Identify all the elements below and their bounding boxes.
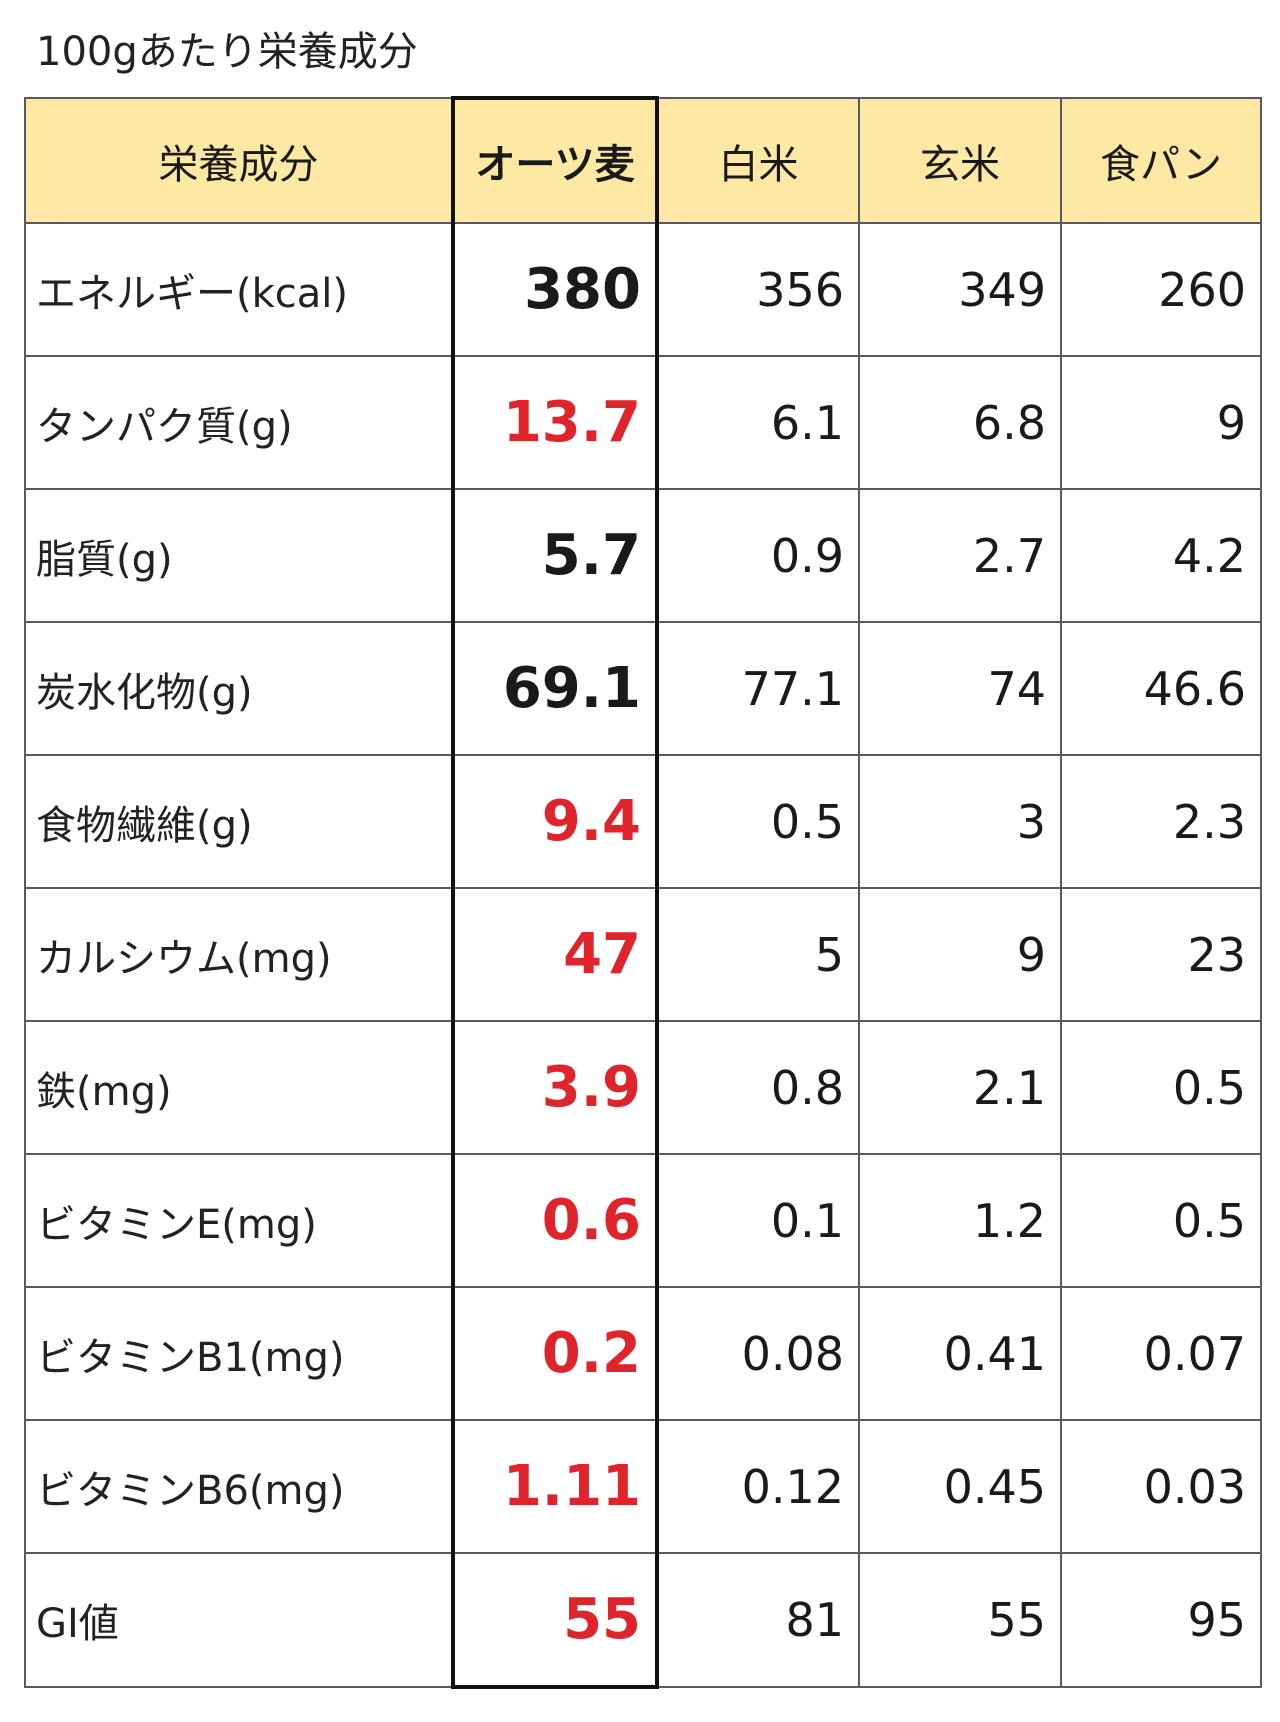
cell-brown-rice: 1.2	[858, 1153, 1062, 1288]
cell-white-rice: 0.5	[656, 754, 860, 889]
header-row: 栄養成分 オーツ麦 白米 玄米 食パン	[24, 96, 1262, 224]
cell-white-rice: 77.1	[656, 621, 860, 756]
cell-brown-rice: 0.45	[858, 1419, 1062, 1554]
cell-bread: 4.2	[1060, 488, 1262, 623]
table-caption: 100gあたり栄養成分	[36, 29, 418, 75]
cell-oats: 0.6	[451, 1153, 659, 1288]
cell-bread: 9	[1060, 355, 1262, 490]
table-row: カルシウム(mg) 47 5 9 23	[24, 887, 1262, 1022]
cell-oats: 1.11	[451, 1419, 659, 1554]
table-row: 炭水化物(g) 69.1 77.1 74 46.6	[24, 621, 1262, 756]
table-row: ビタミンB6(mg) 1.11 0.12 0.45 0.03	[24, 1419, 1262, 1554]
column-header-nutrient: 栄養成分	[24, 97, 454, 224]
cell-oats: 55	[451, 1552, 659, 1689]
cell-brown-rice: 2.1	[858, 1020, 1062, 1155]
row-label: ビタミンE(mg)	[24, 1153, 454, 1288]
table-row: 脂質(g) 5.7 0.9 2.7 4.2	[24, 488, 1262, 623]
cell-white-rice: 0.12	[656, 1419, 860, 1554]
cell-white-rice: 0.1	[656, 1153, 860, 1288]
table-row: ビタミンB1(mg) 0.2 0.08 0.41 0.07	[24, 1286, 1262, 1421]
cell-bread: 0.07	[1060, 1286, 1262, 1421]
cell-bread: 95	[1060, 1552, 1262, 1688]
cell-white-rice: 81	[656, 1552, 860, 1688]
cell-brown-rice: 6.8	[858, 355, 1062, 490]
cell-brown-rice: 9	[858, 887, 1062, 1022]
cell-white-rice: 356	[656, 222, 860, 357]
row-label: カルシウム(mg)	[24, 887, 454, 1022]
table-row: GI値 55 81 55 95	[24, 1552, 1262, 1689]
column-header-white-rice: 白米	[656, 97, 860, 224]
cell-white-rice: 0.9	[656, 488, 860, 623]
cell-brown-rice: 2.7	[858, 488, 1062, 623]
row-label: エネルギー(kcal)	[24, 222, 454, 357]
table-row: エネルギー(kcal) 380 356 349 260	[24, 222, 1262, 357]
row-label: ビタミンB1(mg)	[24, 1286, 454, 1421]
cell-oats: 13.7	[451, 355, 659, 490]
column-header-oats: オーツ麦	[451, 96, 659, 224]
cell-oats: 380	[451, 222, 659, 357]
cell-oats: 3.9	[451, 1020, 659, 1155]
cell-brown-rice: 349	[858, 222, 1062, 357]
cell-oats: 5.7	[451, 488, 659, 623]
table-row: 食物繊維(g) 9.4 0.5 3 2.3	[24, 754, 1262, 889]
cell-bread: 2.3	[1060, 754, 1262, 889]
table-row: ビタミンE(mg) 0.6 0.1 1.2 0.5	[24, 1153, 1262, 1288]
table-body: エネルギー(kcal) 380 356 349 260 タンパク質(g) 13.7 6.1 6.…	[24, 222, 1262, 1689]
cell-white-rice: 5	[656, 887, 860, 1022]
cell-brown-rice: 74	[858, 621, 1062, 756]
cell-brown-rice: 0.41	[858, 1286, 1062, 1421]
row-label: 炭水化物(g)	[24, 621, 454, 756]
cell-white-rice: 0.08	[656, 1286, 860, 1421]
cell-bread: 23	[1060, 887, 1262, 1022]
cell-bread: 260	[1060, 222, 1262, 357]
cell-bread: 0.03	[1060, 1419, 1262, 1554]
row-label: 脂質(g)	[24, 488, 454, 623]
cell-bread: 0.5	[1060, 1020, 1262, 1155]
cell-bread: 46.6	[1060, 621, 1262, 756]
table-row: タンパク質(g) 13.7 6.1 6.8 9	[24, 355, 1262, 490]
cell-brown-rice: 3	[858, 754, 1062, 889]
row-label: タンパク質(g)	[24, 355, 454, 490]
cell-oats: 69.1	[451, 621, 659, 756]
cell-white-rice: 6.1	[656, 355, 860, 490]
cell-white-rice: 0.8	[656, 1020, 860, 1155]
nutrition-table: 栄養成分 オーツ麦 白米 玄米 食パン エネルギー(kcal) 380 356 349…	[24, 96, 1262, 1689]
column-header-brown-rice: 玄米	[858, 97, 1062, 224]
cell-oats: 47	[451, 887, 659, 1022]
cell-oats: 0.2	[451, 1286, 659, 1421]
cell-brown-rice: 55	[858, 1552, 1062, 1688]
cell-oats: 9.4	[451, 754, 659, 889]
row-label: 食物繊維(g)	[24, 754, 454, 889]
table-row: 鉄(mg) 3.9 0.8 2.1 0.5	[24, 1020, 1262, 1155]
column-header-bread: 食パン	[1060, 97, 1262, 224]
row-label: GI値	[24, 1552, 454, 1688]
row-label: 鉄(mg)	[24, 1020, 454, 1155]
cell-bread: 0.5	[1060, 1153, 1262, 1288]
row-label: ビタミンB6(mg)	[24, 1419, 454, 1554]
